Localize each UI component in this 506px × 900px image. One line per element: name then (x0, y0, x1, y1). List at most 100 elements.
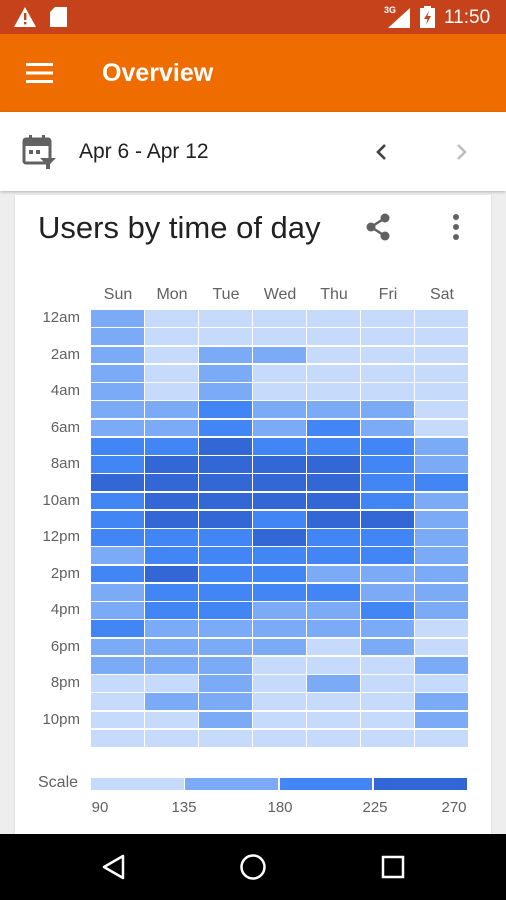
heatmap-cell (361, 529, 414, 546)
scale-segment (91, 778, 184, 790)
heatmap-cell (199, 583, 252, 601)
heatmap-cell (361, 602, 414, 619)
heatmap-cell (253, 638, 306, 656)
heatmap-cell (145, 711, 198, 729)
back-icon[interactable] (100, 853, 126, 881)
home-icon[interactable] (238, 852, 268, 882)
heatmap-cell (145, 401, 198, 418)
heatmap-cell (253, 656, 306, 674)
heatmap-cell (307, 620, 360, 637)
heatmap-cell (415, 602, 468, 619)
scale-segment (279, 778, 373, 790)
heatmap-cell (307, 328, 360, 345)
heatmap-cell (91, 711, 144, 729)
heatmap-cell (361, 620, 414, 637)
heatmap-cell (91, 638, 144, 656)
heatmap-cell (91, 565, 144, 583)
heatmap-cell (91, 474, 144, 491)
heatmap-cell (199, 401, 252, 418)
more-vert-icon[interactable] (446, 212, 466, 242)
status-bar: 3G 11:50 (0, 0, 506, 34)
heatmap-cell (415, 711, 468, 729)
day-label-sun: Sun (103, 286, 133, 303)
heatmap-cell (307, 565, 360, 583)
heatmap-cell (253, 729, 306, 747)
heatmap-cell (91, 602, 144, 619)
heatmap-cell (361, 364, 414, 382)
recents-icon[interactable] (380, 854, 406, 880)
heatmap-cell (91, 529, 144, 546)
heatmap-cell (145, 346, 198, 364)
heatmap-cell (361, 565, 414, 583)
heatmap-cell (91, 346, 144, 364)
heatmap-cell (145, 383, 198, 400)
app-bar: Overview (0, 34, 506, 112)
date-range-bar: Apr 6 - Apr 12 (0, 112, 506, 191)
hour-label-12pm: 12pm (42, 528, 80, 545)
hour-label-2pm: 2pm (50, 564, 80, 582)
heatmap-cell (253, 328, 306, 345)
heatmap-cell (253, 675, 306, 692)
heatmap-cell (145, 364, 198, 382)
heatmap-cell (145, 565, 198, 583)
hamburger-menu-icon[interactable] (26, 61, 53, 85)
heatmap-cell (91, 675, 144, 692)
heatmap-cell (199, 310, 252, 327)
heatmap-cell (253, 456, 306, 473)
heatmap-cell (199, 456, 252, 473)
heatmap-cell (415, 547, 468, 564)
heatmap-cell (307, 729, 360, 747)
heatmap-cell (307, 474, 360, 491)
heatmap-cell (199, 346, 252, 364)
heatmap-cell (145, 675, 198, 692)
heatmap-cell (361, 711, 414, 729)
heatmap-cell (415, 583, 468, 601)
heatmap-cell (307, 693, 360, 710)
share-icon[interactable] (362, 211, 394, 243)
heatmap-cell (361, 346, 414, 364)
heatmap-cell (415, 656, 468, 674)
heatmap-cell (361, 492, 414, 510)
heatmap-cell (307, 364, 360, 382)
card-title: Users by time of day (38, 210, 321, 245)
heatmap-cell (145, 310, 198, 327)
heatmap-cell (145, 656, 198, 674)
date-range-label[interactable]: Apr 6 - Apr 12 (79, 140, 209, 163)
heatmap-cell (91, 620, 144, 637)
heatmap-cell (145, 602, 198, 619)
scale-tick: 270 (441, 799, 467, 816)
heatmap-cell (145, 620, 198, 637)
scale-tick: 225 (362, 799, 388, 816)
heatmap-cell (91, 656, 144, 674)
heatmap-cell (145, 729, 198, 747)
heatmap-cell (361, 437, 414, 455)
heatmap-cell (307, 675, 360, 692)
heatmap-cell (307, 583, 360, 601)
heatmap-cell (253, 383, 306, 400)
calendar-filter-icon[interactable] (22, 134, 58, 170)
heatmap-cell (361, 675, 414, 692)
heatmap-cell (307, 547, 360, 564)
heatmap-cell (91, 583, 144, 601)
heatmap-cell (253, 547, 306, 564)
chevron-left-icon[interactable] (369, 139, 395, 165)
heatmap-cell (361, 328, 414, 345)
sd-card-icon (50, 7, 67, 27)
heatmap-cell (415, 529, 468, 546)
heatmap-cell (361, 383, 414, 400)
scale-label: Scale (38, 774, 79, 791)
heatmap-cell (91, 456, 144, 473)
scale-segment (373, 778, 467, 790)
heatmap-cell (145, 510, 198, 528)
heatmap-cell (145, 474, 198, 491)
scale-tick: 90 (91, 799, 109, 816)
network-type: 3G (384, 5, 397, 15)
hour-label-10am: 10am (42, 491, 80, 509)
battery-charging-icon (420, 6, 435, 28)
heatmap-cell (253, 711, 306, 729)
heatmap-cell (307, 437, 360, 455)
heatmap-cell (145, 419, 198, 437)
heatmap-cell (415, 675, 468, 692)
hour-label-4am: 4am (50, 382, 80, 399)
heatmap-cell (307, 656, 360, 674)
